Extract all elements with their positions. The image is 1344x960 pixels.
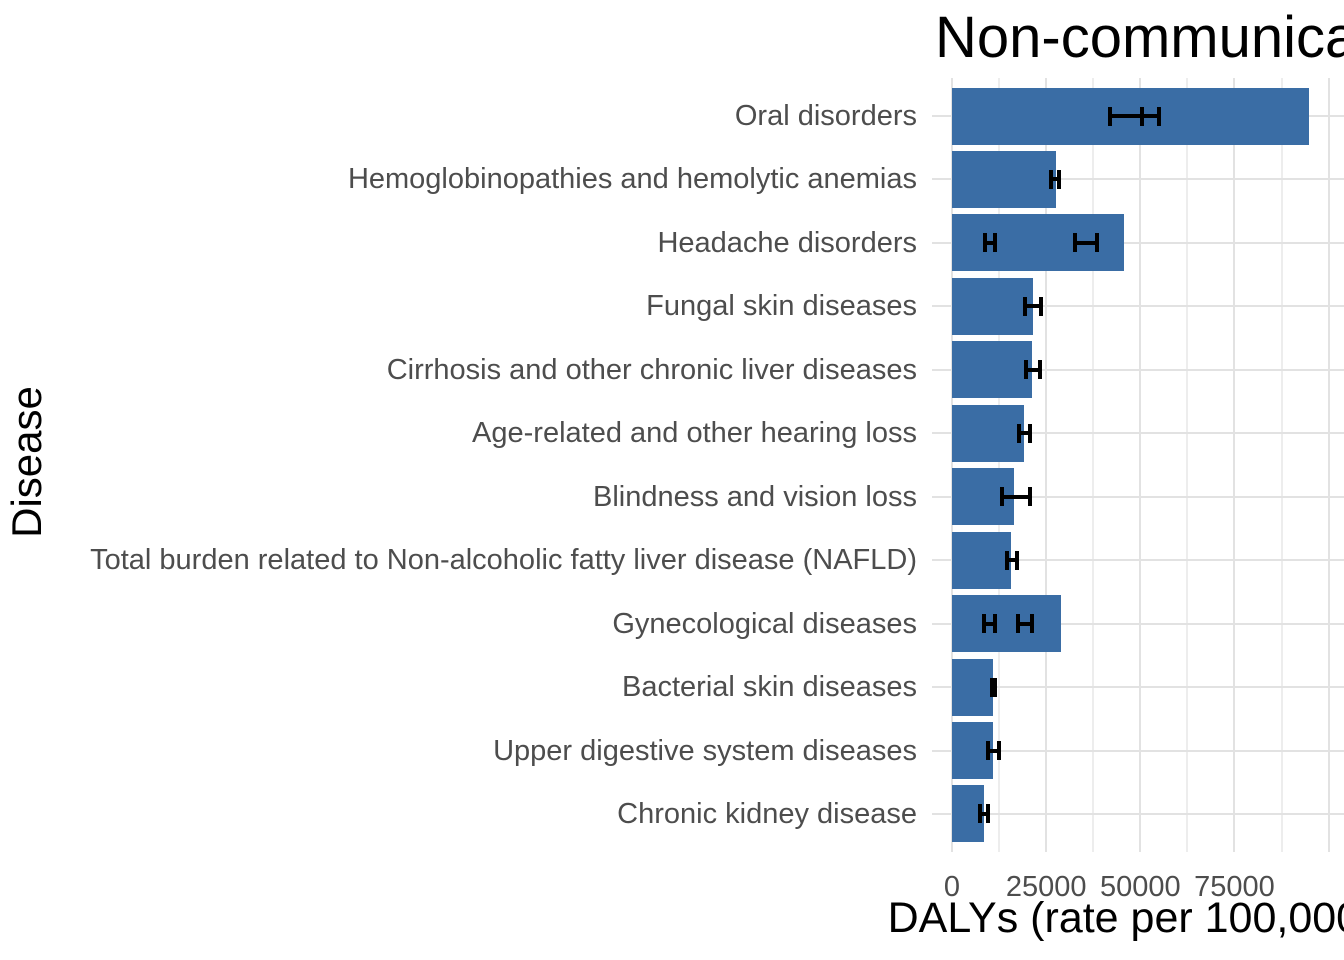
category-label: Headache disorders xyxy=(657,226,917,259)
category-gridline xyxy=(932,305,1344,308)
category-label: Cirrhosis and other chronic liver diseas… xyxy=(386,353,917,386)
category-label: Age-related and other hearing loss xyxy=(472,417,917,450)
error-bar-cap xyxy=(1015,614,1020,634)
minor-gridline xyxy=(1280,78,1283,852)
error-bar-cap xyxy=(1024,360,1029,380)
category-gridline xyxy=(932,622,1344,625)
error-bar-line xyxy=(1075,240,1097,245)
error-bar-cap xyxy=(981,614,986,634)
major-gridline xyxy=(1327,78,1330,852)
category-gridline xyxy=(932,178,1344,181)
bar xyxy=(952,341,1032,399)
error-bar-line xyxy=(1051,177,1060,182)
category-label: Bacterial skin diseases xyxy=(622,671,917,704)
bar xyxy=(952,277,1033,335)
error-bar-cap xyxy=(1108,106,1113,126)
x-tick-label: 50000 xyxy=(1099,871,1181,903)
bar xyxy=(952,404,1025,462)
x-axis-title: DALYs (rate per 100,000) xyxy=(887,894,1344,942)
error-bar-line xyxy=(1024,304,1042,309)
major-gridline xyxy=(1233,78,1236,852)
error-bar-line xyxy=(1019,431,1030,436)
chart-title: Non-communicable diseases xyxy=(935,5,1344,70)
error-bar-cap xyxy=(1049,169,1054,189)
error-bar-cap xyxy=(1027,423,1032,443)
minor-gridline xyxy=(998,78,1001,852)
error-bar-line xyxy=(1110,114,1142,118)
error-bar-cap xyxy=(1015,550,1020,570)
category-gridline xyxy=(932,812,1344,815)
category-gridline xyxy=(932,432,1344,435)
error-bar-cap xyxy=(978,804,983,824)
error-bar-cap xyxy=(1004,550,1009,570)
error-bar-cap xyxy=(1028,487,1033,507)
category-label: Fungal skin diseases xyxy=(646,290,917,323)
x-tick-label: 0 xyxy=(943,871,961,903)
category-label: Upper digestive system diseases xyxy=(493,734,917,767)
error-bar-line xyxy=(1141,114,1159,118)
major-gridline xyxy=(1045,78,1048,852)
error-bar-cap xyxy=(985,804,990,824)
error-bar-line xyxy=(1002,494,1031,499)
error-bar-cap xyxy=(992,233,997,253)
error-bar-cap xyxy=(993,614,998,634)
error-bar-line xyxy=(1006,558,1018,563)
minor-gridline xyxy=(1186,78,1189,852)
error-bar-cap xyxy=(1000,487,1005,507)
error-bar-cap xyxy=(992,677,997,697)
error-bar-cap xyxy=(1057,169,1062,189)
error-bar-cap xyxy=(1156,106,1161,126)
error-bar-line xyxy=(987,748,999,753)
category-gridline xyxy=(932,495,1344,498)
major-gridline xyxy=(951,78,953,852)
category-label: Hemoglobinopathies and hemolytic anemias xyxy=(347,163,917,196)
category-label: Blindness and vision loss xyxy=(592,480,917,513)
error-bar-line xyxy=(980,811,988,816)
error-bar-cap xyxy=(1038,360,1043,380)
category-gridline xyxy=(932,686,1344,689)
error-bar-cap xyxy=(996,741,1001,760)
error-bar-cap xyxy=(1073,233,1078,253)
error-bar-cap xyxy=(1022,296,1027,316)
error-bar-cap xyxy=(1029,614,1034,634)
error-bar-cap xyxy=(1039,296,1044,316)
category-label: Oral disorders xyxy=(734,100,917,132)
x-tick-label: 25000 xyxy=(1005,871,1087,903)
error-bar-line xyxy=(984,240,995,245)
category-gridline xyxy=(932,749,1344,752)
x-tick-label: 75000 xyxy=(1194,871,1275,903)
bar xyxy=(952,658,994,716)
major-gridline xyxy=(1139,78,1142,852)
category-gridline xyxy=(932,559,1344,562)
category-label: Chronic kidney disease xyxy=(617,797,917,830)
category-label: Gynecological diseases xyxy=(612,607,917,640)
minor-gridline xyxy=(1092,78,1095,852)
error-bar-line xyxy=(1026,367,1041,372)
category-label: Total burden related to Non-alcoholic fa… xyxy=(90,544,917,577)
error-bar-cap xyxy=(985,741,990,760)
error-bar-cap xyxy=(1017,423,1022,443)
bar xyxy=(952,531,1012,589)
bar xyxy=(952,595,1062,653)
error-bar-cap xyxy=(989,677,994,697)
error-bar-line xyxy=(1017,621,1032,626)
y-axis-title: Disease xyxy=(3,386,50,538)
error-bar-cap xyxy=(1094,233,1099,253)
error-bar-cap xyxy=(982,233,987,253)
error-bar-cap xyxy=(1139,106,1144,126)
category-gridline xyxy=(932,368,1344,371)
bar xyxy=(952,150,1057,208)
error-bar-line xyxy=(983,621,996,626)
category-gridline xyxy=(932,241,1344,244)
